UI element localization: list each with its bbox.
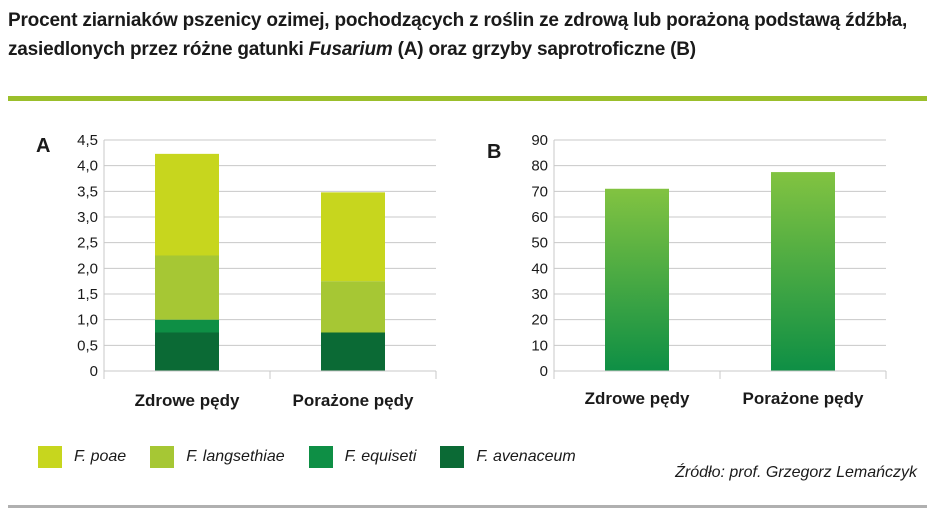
- chart-title: Procent ziarniaków pszenicy ozimej, poch…: [8, 6, 933, 64]
- source-credit: Źródło: prof. Grzegorz Lemańczyk: [675, 464, 917, 481]
- y-tick-label: 90: [531, 132, 548, 149]
- category-label: Zdrowe pędy: [585, 389, 690, 408]
- y-tick-label: 0: [90, 363, 98, 380]
- y-tick-label: 70: [531, 183, 548, 200]
- y-tick-label: 80: [531, 158, 548, 175]
- legend-label-equiseti: F. equiseti: [344, 448, 417, 465]
- bar: [605, 188, 669, 371]
- y-tick-label: 2,0: [77, 260, 98, 277]
- y-tick-label: 20: [531, 312, 548, 329]
- y-tick-label: 4,0: [77, 158, 98, 175]
- legend-swatch-poae: [38, 446, 62, 468]
- chart-b: B 0 10 20 30 40 50 60 70 80 90 Zdrowe pędy Porażone …: [487, 132, 887, 408]
- panel-label-b: B: [487, 141, 501, 163]
- title-text-1: Procent ziarniaków pszenicy ozimej, poch…: [8, 10, 908, 60]
- y-tick-label: 60: [531, 209, 548, 226]
- bar-segment-flangsethiae: [155, 255, 219, 320]
- y-tick-label: 1,0: [77, 312, 98, 329]
- top-divider: [8, 96, 927, 101]
- legend-label-langsethiae: F. langsethiae: [186, 448, 285, 465]
- category-label: Porażone pędy: [293, 391, 414, 410]
- chart-a: A 0 0,5 1,0 1,5 2,0 2,5 3,0 3,5 4,0 4,5 Zdrowe pędy…: [36, 132, 437, 410]
- legend-label-poae: F. poae: [74, 448, 127, 465]
- y-tick-label: 40: [531, 260, 548, 277]
- bar-segment-favenaceum: [321, 332, 385, 371]
- bar-segment-fpoae: [321, 192, 385, 282]
- y-tick-label: 2,5: [77, 235, 98, 252]
- bar-segment-fequiseti: [155, 319, 219, 333]
- legend-item-avenaceum: F. avenaceum: [440, 446, 576, 468]
- y-tick-label: 3,0: [77, 209, 98, 226]
- title-text-2: (A) oraz grzyby saprotroficzne (B): [392, 39, 696, 60]
- legend: F. poae F. langsethiae F. equiseti F. av…: [38, 445, 600, 469]
- legend-swatch-avenaceum: [440, 446, 465, 468]
- legend-item-poae: F. poae: [38, 446, 126, 468]
- y-tick-label: 30: [531, 286, 548, 303]
- y-tick-label: 10: [531, 337, 548, 354]
- legend-item-equiseti: F. equiseti: [308, 446, 417, 468]
- legend-swatch-langsethiae: [150, 446, 175, 468]
- y-tick-label: 4,5: [77, 132, 98, 149]
- panel-label-a: A: [36, 135, 50, 157]
- bar-segment-fpoae: [155, 153, 219, 256]
- y-tick-label: 1,5: [77, 286, 98, 303]
- y-tick-label: 0,5: [77, 337, 98, 354]
- bar: [771, 172, 835, 371]
- bar-segment-flangsethiae: [321, 281, 385, 333]
- bar-segment-favenaceum: [155, 332, 219, 371]
- title-text-italic: Fusarium: [308, 39, 393, 60]
- y-tick-label: 50: [531, 235, 548, 252]
- y-tick-label: 3,5: [77, 183, 98, 200]
- legend-swatch-equiseti: [308, 446, 333, 468]
- legend-item-langsethiae: F. langsethiae: [150, 446, 285, 468]
- category-label: Zdrowe pędy: [135, 391, 240, 410]
- category-label: Porażone pędy: [743, 389, 864, 408]
- legend-label-avenaceum: F. avenaceum: [476, 448, 576, 465]
- y-tick-label: 0: [540, 363, 548, 380]
- bottom-divider: [8, 505, 927, 508]
